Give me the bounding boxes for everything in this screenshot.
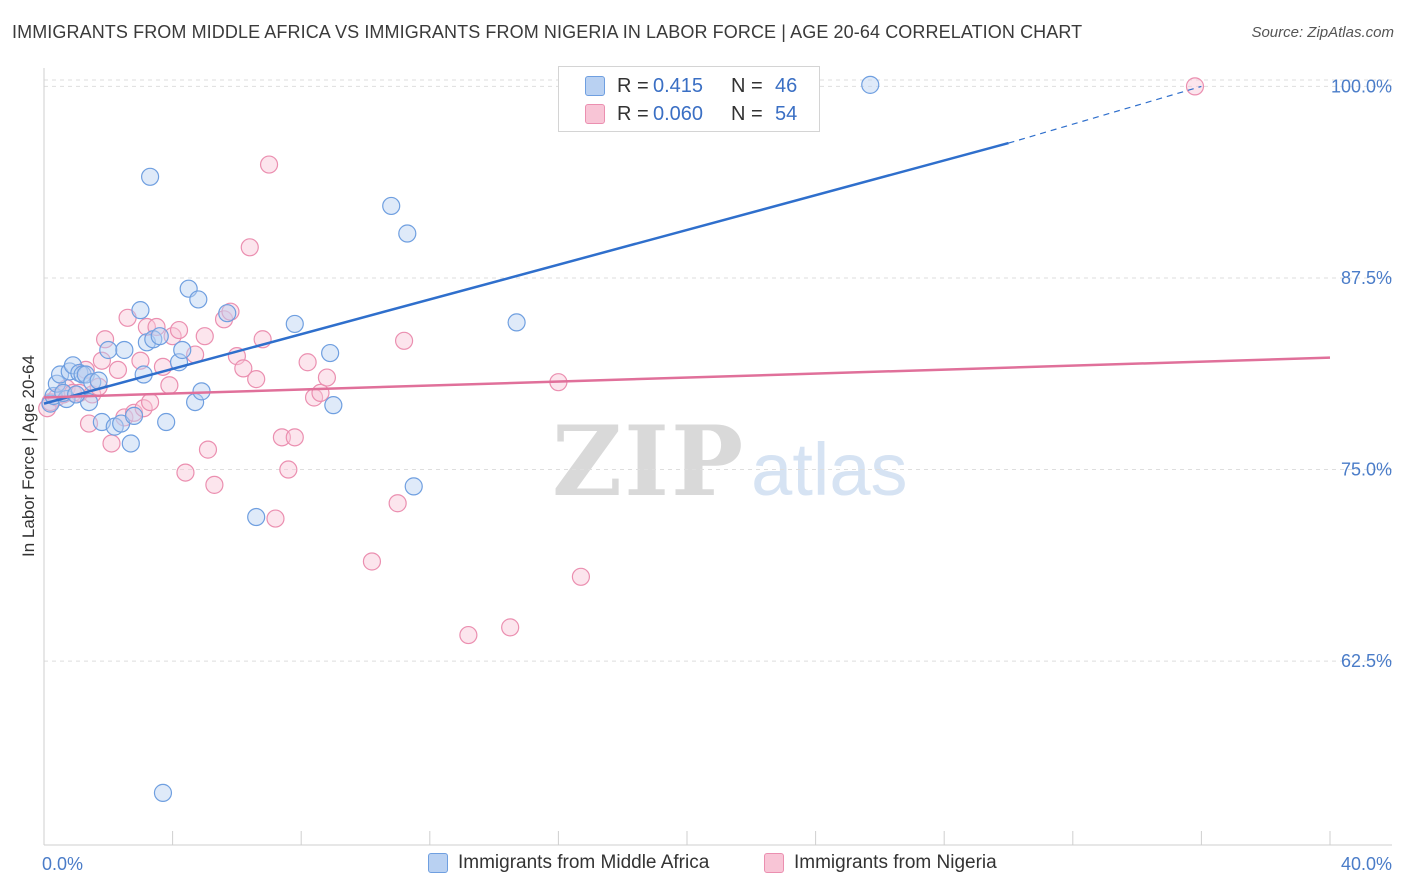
data-point [259, 155, 279, 174]
data-point [507, 313, 526, 332]
trend-lines [43, 85, 1331, 405]
legend-n-label: N = [731, 102, 763, 125]
data-point [92, 351, 111, 370]
data-point [121, 434, 140, 453]
data-point [279, 460, 298, 479]
data-point [240, 238, 259, 257]
data-point [382, 196, 401, 216]
data-point [388, 494, 407, 513]
data-point [1185, 77, 1205, 96]
trend-line-middle-africa-extension [1008, 85, 1202, 144]
axes [43, 68, 1392, 846]
data-point [99, 340, 118, 360]
bottom-legend: Immigrants from Middle Africa Immigrants… [0, 852, 1406, 878]
legend-r-value: 0.415 [653, 74, 704, 97]
data-point [324, 396, 343, 415]
data-point [102, 434, 121, 453]
data-point [459, 625, 478, 645]
data-point [153, 783, 173, 802]
data-point [115, 340, 134, 360]
data-point [173, 340, 192, 360]
data-point [160, 376, 179, 395]
source-label: Source: ZipAtlas.com [1251, 24, 1394, 41]
data-point [131, 351, 150, 370]
data-point [140, 392, 160, 412]
y-tick-label: 100.0% [1331, 76, 1392, 96]
legend: R = 0.415 N = 46 R = 0.060 N = 54 [558, 66, 820, 132]
data-point [157, 412, 176, 432]
bottom-legend-middle-africa: Immigrants from Middle Africa [428, 852, 709, 874]
legend-r-value: 0.060 [653, 102, 704, 125]
data-point [140, 167, 160, 186]
bottom-legend-swatch-blue [428, 853, 448, 873]
bottom-legend-label: Immigrants from Nigeria [794, 852, 997, 873]
data-point [189, 290, 208, 309]
data-point [394, 331, 414, 350]
series-middle-africa-points [41, 75, 880, 802]
trend-line-middle-africa [43, 141, 1009, 405]
data-point [501, 618, 520, 637]
data-point [131, 301, 150, 320]
data-point [150, 327, 169, 346]
data-point [247, 370, 266, 389]
data-point [108, 360, 128, 380]
data-point [404, 477, 423, 496]
y-tick-label: 62.5% [1341, 651, 1392, 671]
data-point [321, 343, 340, 363]
data-point [95, 330, 115, 349]
watermark: ZIPatlas [552, 405, 907, 518]
data-point [234, 359, 253, 378]
legend-n-value: 46 [775, 74, 798, 97]
data-point [195, 327, 214, 346]
data-point [247, 507, 266, 527]
data-point [571, 567, 591, 586]
y-tick-label: 87.5% [1341, 268, 1392, 288]
bottom-legend-nigeria: Immigrants from Nigeria [764, 852, 997, 874]
legend-swatch-pink [585, 104, 605, 124]
legend-n-value: 54 [775, 102, 798, 125]
bottom-legend-label: Immigrants from Middle Africa [458, 852, 710, 873]
data-point [311, 383, 330, 402]
data-point [169, 320, 189, 340]
data-point [317, 368, 337, 387]
data-point [205, 475, 224, 494]
watermark-zip: ZIP [552, 405, 746, 518]
legend-row-nigeria: R = 0.060 N = 54 [585, 101, 797, 127]
y-tick-label: 75.0% [1341, 460, 1392, 480]
data-point [362, 552, 382, 571]
series-nigeria-points [38, 77, 1205, 645]
legend-swatch-blue [585, 76, 605, 96]
legend-row-middle-africa: R = 0.415 N = 46 [585, 73, 797, 99]
bottom-legend-swatch-pink [764, 853, 784, 873]
y-axis-label: In Labor Force | Age 20-64 [19, 355, 38, 557]
data-point [198, 440, 218, 459]
data-point [176, 463, 195, 482]
data-point [218, 304, 237, 323]
x-tick-label-max: 40.0% [1341, 854, 1392, 874]
data-point [298, 353, 317, 372]
data-point [398, 224, 417, 243]
data-point [285, 428, 304, 447]
data-point [266, 509, 285, 528]
trend-line-nigeria [43, 356, 1331, 399]
x-tick-label-min: 0.0% [42, 854, 83, 874]
legend-r-label: R = [617, 74, 649, 97]
data-point [124, 406, 144, 425]
legend-r-label: R = [617, 102, 649, 125]
data-point [272, 428, 292, 447]
data-point [285, 314, 304, 334]
axis-labels: 62.5% 75.0% 87.5% 100.0% 0.0% 40.0% In Labor F… [19, 76, 1392, 874]
data-point [861, 75, 880, 94]
chart-title: IMMIGRANTS FROM MIDDLE AFRICA VS IMMIGRA… [12, 22, 1083, 42]
legend-n-label: N = [731, 74, 763, 97]
